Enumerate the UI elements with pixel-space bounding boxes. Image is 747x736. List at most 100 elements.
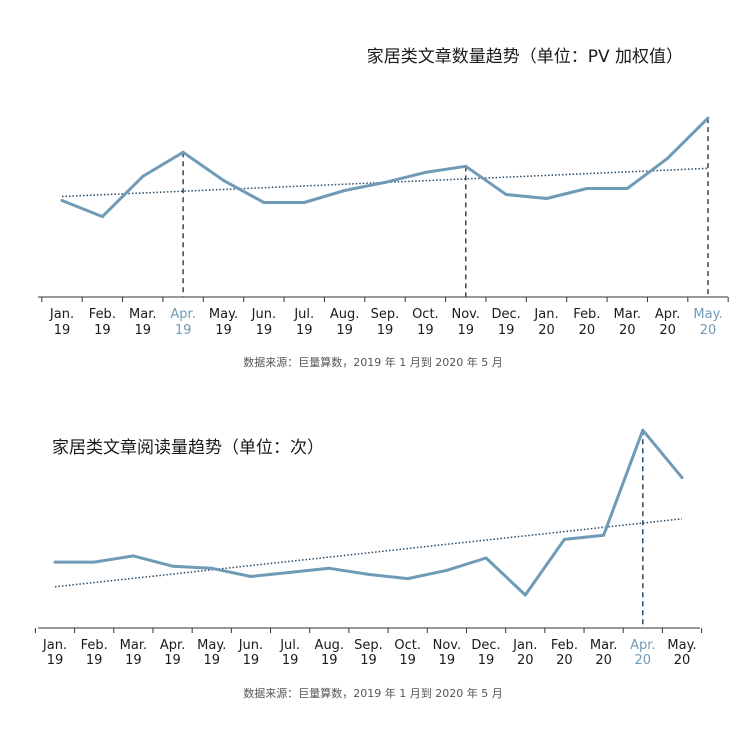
x-tick-label-year: 20 [659, 323, 676, 338]
data-point [131, 554, 135, 558]
x-tick-label-year: 20 [619, 323, 636, 338]
data-point [641, 428, 645, 432]
data-point [545, 197, 548, 201]
data-point [602, 533, 606, 537]
data-point [210, 566, 214, 570]
chart-1: 家居类文章数量趋势（单位：PV 加权值）Jan.19Feb.19Mar.19Ap… [38, 47, 729, 369]
x-tick-label-year: 19 [336, 323, 353, 338]
x-tick-label: Apr. [655, 307, 680, 322]
trend-line [54, 518, 683, 588]
data-point [625, 186, 629, 190]
x-tick-label-year: 19 [215, 323, 232, 338]
data-point [343, 188, 347, 192]
x-tick-label: Apr. [170, 307, 195, 322]
x-tick-label: Aug. [330, 307, 360, 322]
x-tick-label: Feb. [551, 638, 578, 653]
data-point [523, 593, 527, 597]
x-tick-label-year: 20 [538, 323, 555, 338]
x-tick-label-year: 19 [86, 653, 103, 668]
data-point [484, 556, 488, 560]
x-tick-label: Jun. [238, 638, 263, 653]
data-point [262, 201, 266, 205]
x-tick-label: Jan. [49, 307, 74, 322]
data-point [423, 170, 427, 174]
data-point [100, 215, 104, 219]
x-tick-label-year: 19 [296, 323, 313, 338]
x-tick-label-year: 20 [700, 323, 717, 338]
x-tick-label-year: 19 [282, 653, 299, 668]
x-tick-label: Nov. [433, 638, 462, 653]
data-point [562, 537, 566, 541]
x-tick-label-year: 20 [674, 653, 691, 668]
chart-title: 家居类文章数量趋势（单位：PV 加权值） [367, 47, 683, 67]
x-tick-label-year: 20 [517, 653, 534, 668]
data-point [445, 568, 449, 572]
x-tick-label: Mar. [590, 638, 617, 653]
x-tick-label: Mar. [129, 307, 156, 322]
x-tick-label: Apr. [630, 638, 655, 653]
data-point [327, 566, 331, 570]
x-tick-label-year: 20 [635, 653, 652, 668]
x-tick-label: Dec. [471, 638, 500, 653]
data-point [666, 156, 670, 160]
x-tick-label: Jul. [279, 638, 300, 653]
data-point [367, 572, 370, 576]
x-tick-label: Feb. [81, 638, 108, 653]
data-point [249, 575, 253, 578]
x-tick-label-year: 19 [377, 323, 394, 338]
x-tick-label: Aug. [315, 638, 345, 653]
x-tick-label-year: 20 [579, 323, 596, 338]
x-tick-label-year: 19 [457, 323, 474, 338]
x-tick-label-year: 19 [360, 653, 377, 668]
x-tick-label-year: 19 [439, 653, 456, 668]
x-tick-label: May. [197, 638, 226, 653]
x-tick-label: Mar. [614, 307, 641, 322]
data-point [222, 178, 225, 182]
x-tick-label-year: 19 [164, 653, 181, 668]
x-tick-label: Jan. [512, 638, 537, 653]
x-tick-label-year: 19 [256, 323, 273, 338]
x-tick-label-year: 19 [321, 653, 338, 668]
x-tick-label: Sep. [371, 307, 400, 322]
x-tick-label: Feb. [89, 307, 116, 322]
x-tick-label: Jun. [251, 307, 276, 322]
chart-2: 家居类文章阅读量趋势（单位：次）Jan.19Feb.19Mar.19Apr.19… [34, 428, 703, 700]
source-note: 数据来源：巨量算数，2019 年 1 月到 2020 年 5 月 [243, 686, 502, 700]
x-tick-label-year: 19 [54, 323, 71, 338]
x-tick-label: Feb. [573, 307, 600, 322]
data-point [60, 199, 64, 203]
x-tick-label: Mar. [120, 638, 147, 653]
x-tick-label: Oct. [394, 638, 421, 653]
series-line [61, 117, 710, 219]
x-tick-label: Nov. [452, 307, 481, 322]
x-tick-label-year: 19 [243, 653, 260, 668]
data-point [680, 476, 684, 480]
x-tick-label: Apr. [160, 638, 185, 653]
x-tick-label-year: 20 [595, 653, 612, 668]
data-point [706, 116, 710, 120]
x-tick-label: Oct. [412, 307, 439, 322]
x-tick-label-year: 19 [175, 323, 192, 338]
chart-title: 家居类文章阅读量趋势（单位：次） [52, 438, 324, 458]
x-tick-label-year: 19 [478, 653, 495, 668]
x-tick-label: May. [667, 638, 696, 653]
data-point [585, 186, 589, 190]
x-tick-label: May. [693, 307, 722, 322]
x-tick-label-year: 19 [399, 653, 416, 668]
data-point [406, 577, 410, 581]
data-point [171, 564, 175, 568]
data-point [383, 180, 387, 184]
data-point [288, 570, 292, 574]
x-tick-label: Jan. [42, 638, 67, 653]
x-tick-label: Jul. [293, 307, 314, 322]
data-point [92, 560, 96, 564]
x-tick-label-year: 19 [203, 653, 220, 668]
data-point [141, 174, 145, 178]
x-tick-label-year: 19 [134, 323, 151, 338]
x-tick-label-year: 19 [417, 323, 434, 338]
data-point [302, 201, 306, 205]
x-tick-label-year: 19 [125, 653, 142, 668]
data-point [181, 150, 185, 154]
data-point [53, 560, 57, 564]
